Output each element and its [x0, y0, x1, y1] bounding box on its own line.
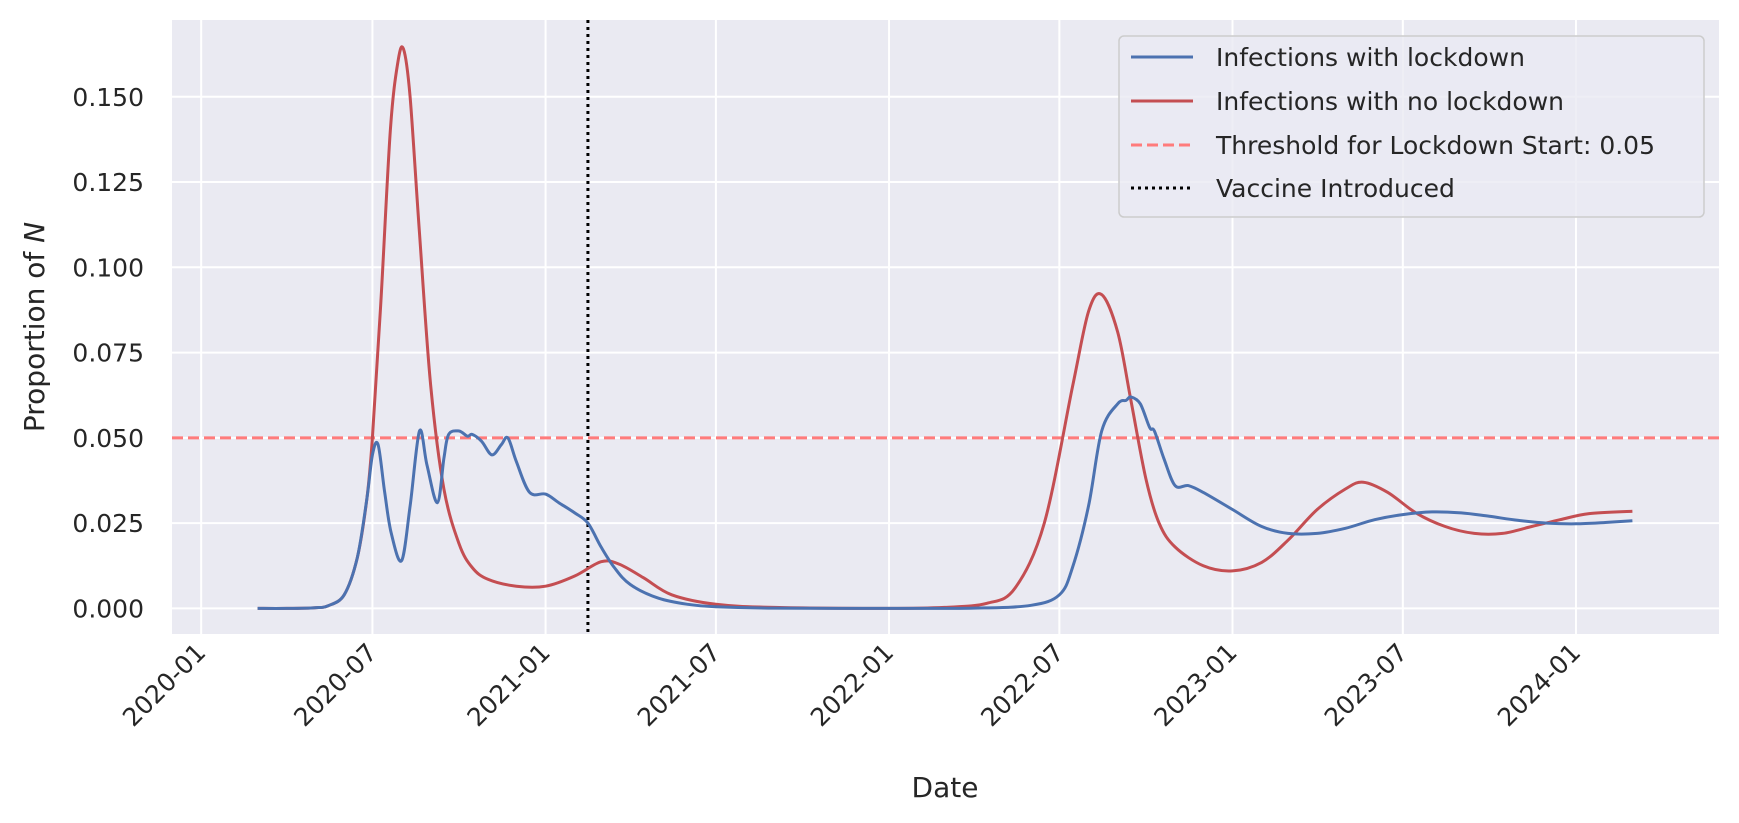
- y-tick-label: 0.000: [72, 594, 144, 623]
- y-axis-label-variable: N: [18, 222, 51, 243]
- legend-label-no-lockdown: Infections with no lockdown: [1216, 87, 1564, 116]
- y-tick-label: 0.100: [72, 253, 144, 282]
- y-tick-label: 0.050: [72, 424, 144, 453]
- x-tick-label: 2020-01: [117, 638, 211, 732]
- series-layer: [257, 45, 1633, 610]
- y-tick-labels: 0.000 0.025 0.050 0.075 0.100 0.125 0.150: [72, 83, 144, 624]
- x-tick-label: 2020-07: [288, 638, 382, 732]
- x-tick-label: 2023-01: [1148, 638, 1242, 732]
- legend-label-lockdown: Infections with lockdown: [1216, 43, 1525, 72]
- x-tick-label: 2021-07: [632, 638, 726, 732]
- legend: Infections with lockdown Infections with…: [1118, 35, 1705, 218]
- y-tick-label: 0.125: [72, 168, 144, 197]
- x-tick-label: 2024-01: [1492, 638, 1586, 732]
- y-axis-label-prefix: Proportion of: [18, 243, 51, 432]
- y-tick-label: 0.075: [72, 339, 144, 368]
- legend-label-threshold: Threshold for Lockdown Start: 0.05: [1215, 131, 1655, 160]
- y-tick-label: 0.150: [72, 83, 144, 112]
- legend-label-vaccine: Vaccine Introduced: [1216, 174, 1455, 203]
- x-tick-label: 2023-07: [1319, 638, 1413, 732]
- x-tick-label: 2022-01: [805, 638, 899, 732]
- x-axis-label: Date: [912, 771, 979, 804]
- y-tick-label: 0.025: [72, 509, 144, 538]
- x-tick-label: 2021-01: [461, 638, 555, 732]
- x-tick-labels: 2020-01 2020-07 2021-01 2021-07 2022-01 2022-…: [117, 638, 1586, 732]
- y-axis-label: Proportion of N: [18, 222, 51, 432]
- x-tick-label: 2022-07: [975, 638, 1069, 732]
- series-line-lockdown: [257, 395, 1633, 610]
- legend-box: [1118, 35, 1705, 218]
